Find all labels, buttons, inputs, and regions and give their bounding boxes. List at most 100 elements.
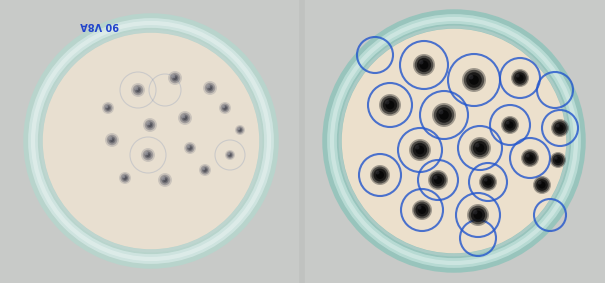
Circle shape	[557, 125, 564, 132]
Text: 90 V8A: 90 V8A	[80, 20, 119, 30]
Circle shape	[471, 139, 489, 157]
Circle shape	[182, 115, 185, 118]
Circle shape	[204, 83, 215, 93]
Circle shape	[416, 203, 428, 216]
Circle shape	[555, 157, 561, 163]
Circle shape	[160, 175, 170, 185]
Circle shape	[462, 68, 486, 92]
Circle shape	[475, 143, 479, 147]
Circle shape	[415, 145, 419, 149]
Circle shape	[479, 173, 497, 191]
Circle shape	[200, 166, 209, 175]
Circle shape	[105, 105, 108, 108]
Circle shape	[466, 72, 482, 88]
Circle shape	[172, 75, 175, 78]
Circle shape	[162, 177, 165, 180]
Circle shape	[226, 151, 234, 159]
Circle shape	[134, 87, 142, 93]
Circle shape	[428, 170, 448, 190]
Circle shape	[207, 85, 211, 88]
Circle shape	[556, 124, 560, 128]
Circle shape	[383, 98, 397, 112]
Circle shape	[102, 102, 114, 114]
Circle shape	[219, 102, 231, 114]
Circle shape	[208, 86, 212, 90]
Circle shape	[373, 168, 387, 181]
Circle shape	[206, 85, 214, 91]
Circle shape	[464, 70, 484, 90]
Circle shape	[469, 75, 473, 80]
Circle shape	[203, 81, 217, 95]
Circle shape	[534, 177, 550, 193]
Circle shape	[170, 73, 180, 83]
Circle shape	[436, 107, 452, 123]
Circle shape	[188, 146, 192, 150]
Circle shape	[431, 173, 445, 186]
Circle shape	[371, 166, 388, 183]
Circle shape	[414, 56, 433, 74]
Circle shape	[413, 201, 431, 218]
Circle shape	[141, 148, 155, 162]
Circle shape	[122, 175, 128, 181]
Circle shape	[551, 119, 569, 137]
Circle shape	[33, 23, 269, 259]
Circle shape	[238, 128, 241, 132]
Circle shape	[158, 173, 172, 187]
Circle shape	[417, 58, 431, 72]
Circle shape	[420, 61, 428, 69]
Circle shape	[162, 177, 169, 183]
Circle shape	[484, 178, 488, 182]
Circle shape	[385, 100, 390, 104]
Circle shape	[439, 110, 443, 114]
Circle shape	[517, 74, 523, 82]
Circle shape	[136, 88, 140, 92]
Circle shape	[506, 121, 514, 128]
Circle shape	[485, 178, 492, 186]
Circle shape	[502, 117, 518, 133]
Circle shape	[473, 141, 487, 155]
Circle shape	[476, 143, 485, 153]
Circle shape	[512, 70, 528, 86]
Circle shape	[511, 69, 529, 87]
Circle shape	[186, 143, 194, 153]
Circle shape	[171, 74, 178, 82]
Circle shape	[551, 153, 565, 167]
Circle shape	[376, 170, 379, 175]
Circle shape	[526, 154, 529, 158]
Circle shape	[416, 145, 424, 155]
Circle shape	[516, 74, 520, 78]
Circle shape	[105, 133, 119, 147]
Circle shape	[105, 105, 111, 111]
Circle shape	[506, 121, 509, 125]
Circle shape	[538, 181, 541, 185]
Circle shape	[418, 206, 426, 214]
Circle shape	[411, 141, 430, 159]
Circle shape	[550, 152, 566, 168]
Circle shape	[467, 204, 489, 226]
Circle shape	[379, 94, 401, 116]
Circle shape	[430, 171, 446, 188]
Circle shape	[120, 173, 129, 183]
Circle shape	[227, 153, 231, 155]
Circle shape	[413, 54, 435, 76]
Circle shape	[469, 206, 488, 224]
Circle shape	[180, 113, 190, 123]
Circle shape	[521, 149, 539, 167]
Circle shape	[223, 106, 227, 110]
Circle shape	[203, 168, 207, 172]
Circle shape	[522, 150, 538, 166]
Circle shape	[552, 120, 567, 136]
Circle shape	[229, 153, 232, 156]
Circle shape	[480, 174, 495, 190]
Circle shape	[108, 136, 116, 143]
Circle shape	[147, 122, 151, 125]
Circle shape	[238, 128, 243, 132]
Circle shape	[110, 138, 114, 142]
Circle shape	[199, 164, 211, 176]
Circle shape	[222, 105, 228, 111]
Circle shape	[225, 150, 235, 160]
Circle shape	[419, 60, 424, 65]
Circle shape	[412, 200, 432, 220]
Circle shape	[146, 153, 150, 157]
Circle shape	[554, 122, 566, 134]
